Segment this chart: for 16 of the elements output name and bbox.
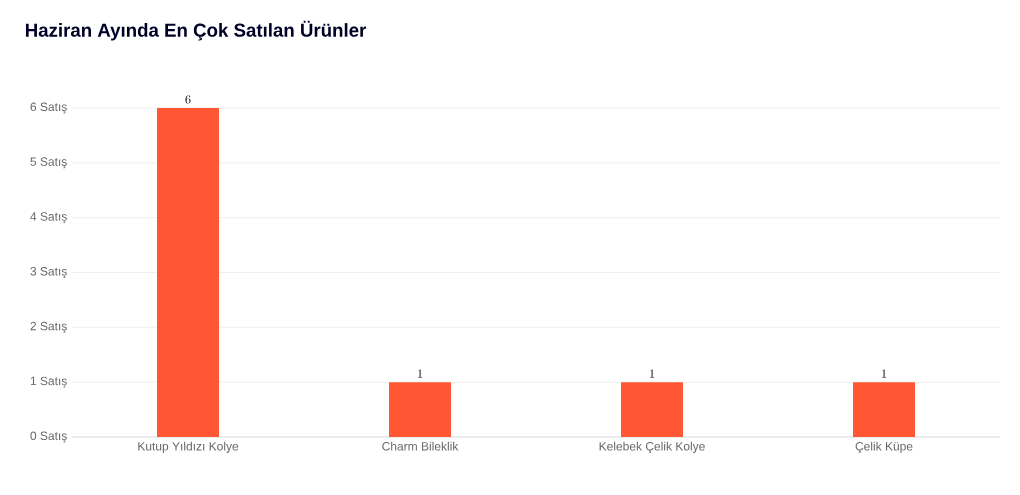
y-tick-label: 6 Satış [30, 102, 67, 114]
data-label: 6 [185, 95, 191, 104]
data-label: 1 [650, 369, 655, 378]
y-tick-label: 0 Satış [30, 431, 67, 443]
data-label: 1 [418, 369, 423, 378]
x-tick-label: Charm Bileklik [382, 441, 459, 451]
x-tick-label: Kelebek Çelik Kolye [599, 441, 705, 453]
y-tick-label: 3 Satış [30, 267, 67, 278]
y-tick-label: 2 Satış [30, 321, 67, 333]
y-tick-label: 5 Satış [30, 157, 67, 169]
y-tick-label: 1 Satış [30, 376, 67, 388]
y-tick-label: 4 Satış [30, 212, 67, 224]
x-tick-label: Çelik Küpe [855, 441, 913, 453]
chart-title: Haziran Ayında En Çok Satılan Ürünler [25, 20, 367, 41]
x-tick-label: Kutup Yıldızı Kolye [138, 441, 239, 453]
data-label: 1 [882, 369, 887, 378]
